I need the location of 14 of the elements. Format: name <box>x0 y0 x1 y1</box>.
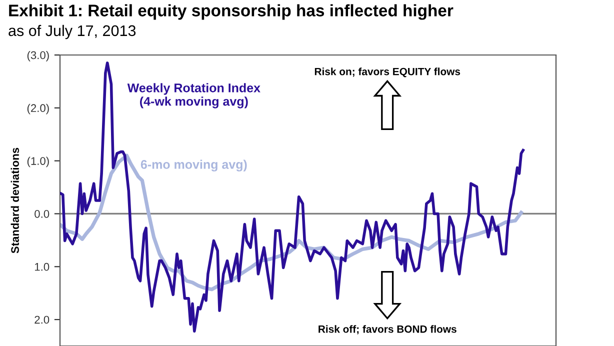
annotation: Risk on; favors EQUITY flows <box>314 68 460 78</box>
chart-title: Exhibit 1: Retail equity sponsorship has inflected higher <box>9 4 454 20</box>
y-tick-label: 0.0 <box>34 210 50 218</box>
y-tick-label: (3.0) <box>27 50 49 62</box>
series-label: 6-mo moving avg) <box>140 160 247 172</box>
annotation: Risk off; favors BOND flows <box>318 325 456 334</box>
y-tick-label: 2.0 <box>34 316 50 324</box>
y-tick-label: (2.0) <box>27 104 49 114</box>
y-tick-label: (1.0) <box>27 156 49 168</box>
chart-subtitle: as of July 17, 2013 <box>8 24 136 40</box>
line-series <box>60 62 525 333</box>
series-label: Weekly Rotation Index (4-wk moving avg) <box>127 83 260 108</box>
y-axis-title: Standard deviations <box>10 148 19 254</box>
y-tick-label: 1.0 <box>34 262 50 271</box>
